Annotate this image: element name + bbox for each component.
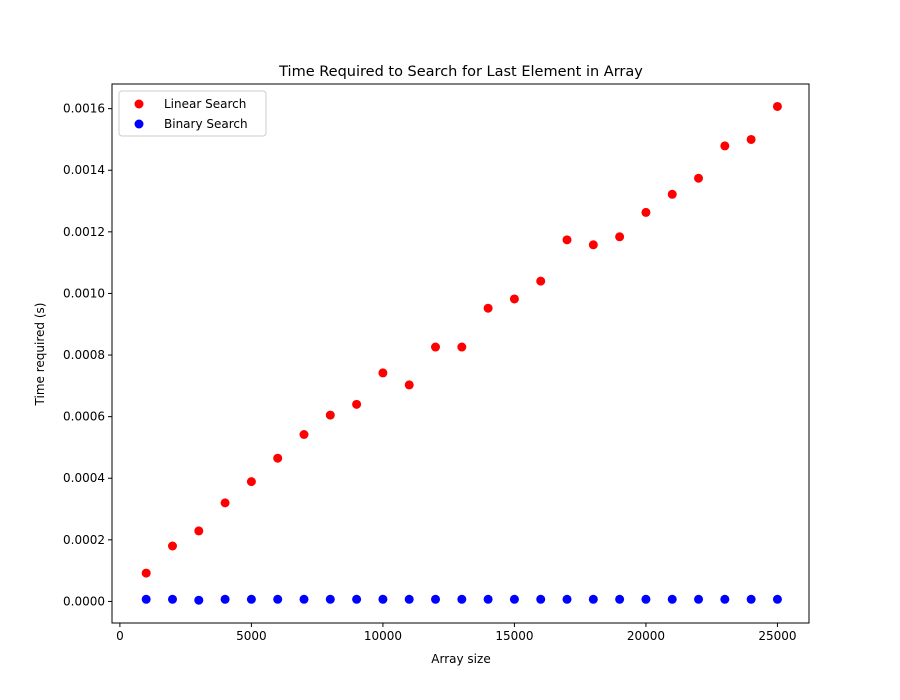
data-point-linear-search <box>720 141 730 151</box>
data-point-binary-search <box>588 594 598 604</box>
data-point-binary-search <box>746 594 756 604</box>
data-point-linear-search <box>167 541 177 551</box>
y-tick-label: 0.0012 <box>63 225 105 239</box>
data-point-binary-search <box>772 594 782 604</box>
data-point-binary-search <box>562 594 572 604</box>
y-tick-label: 0.0008 <box>63 348 105 362</box>
y-tick-label: 0.0014 <box>63 163 105 177</box>
data-point-linear-search <box>588 240 598 250</box>
data-point-linear-search <box>667 189 677 199</box>
legend-label-linear-search: Linear Search <box>164 97 246 111</box>
x-tick-label: 0 <box>116 629 124 643</box>
data-point-linear-search <box>378 368 388 378</box>
data-point-binary-search <box>299 594 309 604</box>
plot-frame <box>111 83 810 624</box>
data-point-binary-search <box>273 594 283 604</box>
data-point-linear-search <box>483 303 493 313</box>
data-point-linear-search <box>536 276 546 286</box>
data-point-linear-search <box>457 342 467 352</box>
data-point-binary-search <box>220 594 230 604</box>
data-point-binary-search <box>246 594 256 604</box>
legend-marker-linear-search <box>134 99 144 109</box>
data-point-binary-search <box>378 594 388 604</box>
data-point-binary-search <box>694 594 704 604</box>
data-point-binary-search <box>641 594 651 604</box>
data-point-linear-search <box>246 477 256 487</box>
data-point-binary-search <box>615 594 625 604</box>
y-tick-label: 0.0010 <box>63 286 105 300</box>
data-point-binary-search <box>325 594 335 604</box>
x-axis: 0 5000 10000 15000 20000 25000 <box>116 623 797 643</box>
legend-label-binary-search: Binary Search <box>164 117 248 131</box>
x-tick-label: 20000 <box>627 629 665 643</box>
data-point-linear-search <box>299 430 309 440</box>
x-tick-label: 15000 <box>495 629 533 643</box>
x-tick-label: 5000 <box>236 629 267 643</box>
data-point-linear-search <box>194 526 204 536</box>
data-point-binary-search <box>483 594 493 604</box>
y-tick-label: 0.0002 <box>63 533 105 547</box>
data-point-binary-search <box>536 594 546 604</box>
data-point-binary-search <box>431 594 441 604</box>
data-point-linear-search <box>615 232 625 242</box>
data-point-binary-search <box>194 595 204 605</box>
data-point-linear-search <box>746 134 756 144</box>
data-point-binary-search <box>457 594 467 604</box>
data-point-binary-search <box>141 594 151 604</box>
data-points <box>141 101 782 605</box>
data-point-linear-search <box>352 399 362 409</box>
y-axis: 0.0000 0.0002 0.0004 0.0006 0.0008 0.0010 0.00… <box>63 102 112 608</box>
plot-area <box>112 84 809 623</box>
data-point-linear-search <box>641 207 651 217</box>
data-point-binary-search <box>667 594 677 604</box>
data-point-linear-search <box>220 498 230 508</box>
data-point-binary-search <box>352 594 362 604</box>
data-point-linear-search <box>325 410 335 420</box>
data-point-binary-search <box>404 594 414 604</box>
data-point-linear-search <box>694 173 704 183</box>
x-tick-label: 10000 <box>364 629 402 643</box>
data-point-linear-search <box>772 101 782 111</box>
data-point-linear-search <box>431 342 441 352</box>
chart-title: Time Required to Search for Last Element… <box>278 64 643 80</box>
x-tick-label: 25000 <box>758 629 796 643</box>
data-point-linear-search <box>273 453 283 463</box>
data-point-binary-search <box>167 594 177 604</box>
x-axis-title: Array size <box>431 652 490 666</box>
legend: Linear Search Binary Search <box>118 90 267 137</box>
data-point-linear-search <box>141 568 151 578</box>
data-point-linear-search <box>562 235 572 245</box>
data-point-binary-search <box>720 594 730 604</box>
legend-marker-binary-search <box>134 119 144 129</box>
y-tick-label: 0.0000 <box>63 594 105 608</box>
legend-box <box>118 90 267 137</box>
y-tick-label: 0.0006 <box>63 410 105 424</box>
y-tick-label: 0.0016 <box>63 102 105 116</box>
data-point-binary-search <box>509 594 519 604</box>
y-axis-title: Time required (s) <box>33 303 47 407</box>
y-tick-label: 0.0004 <box>63 471 105 485</box>
data-point-linear-search <box>509 294 519 304</box>
data-point-linear-search <box>404 380 414 390</box>
